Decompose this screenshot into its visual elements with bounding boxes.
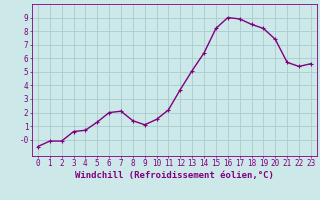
- X-axis label: Windchill (Refroidissement éolien,°C): Windchill (Refroidissement éolien,°C): [75, 171, 274, 180]
